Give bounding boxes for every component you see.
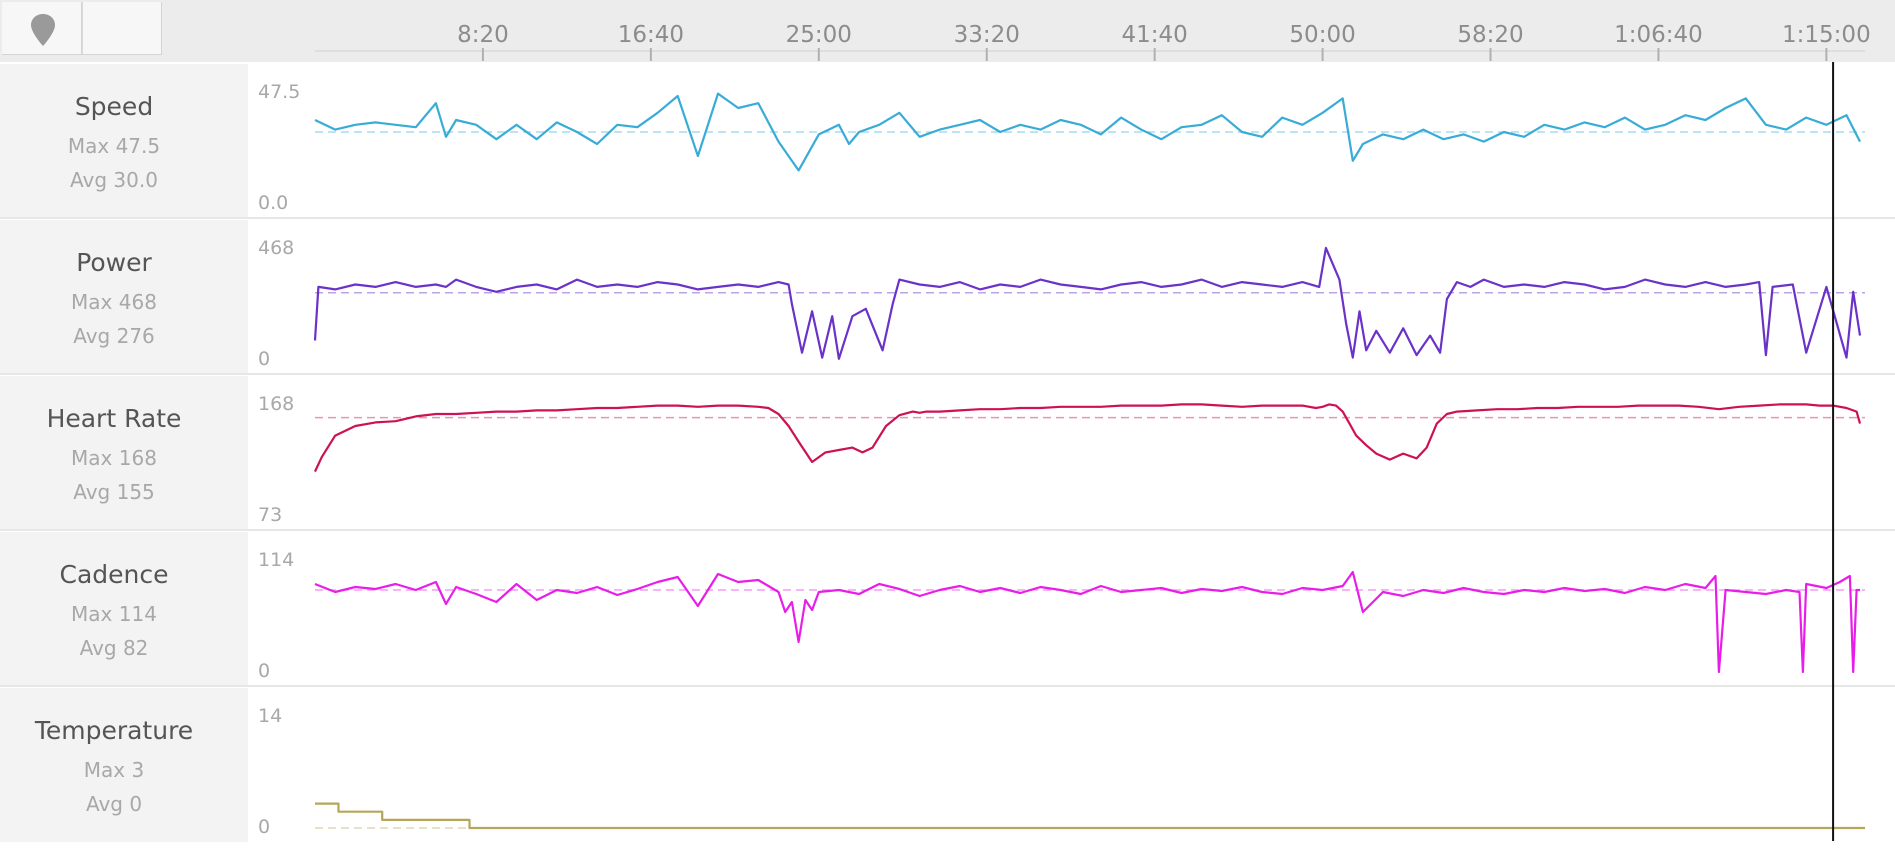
panel-divider — [0, 529, 1895, 531]
panel-max: Max 168 — [71, 446, 157, 470]
series-line — [314, 92, 1861, 172]
plot-background — [248, 688, 1868, 841]
y-tick-label-max: 14 — [258, 705, 282, 727]
panel-name: Cadence — [59, 560, 169, 589]
y-tick-label-min: 0.0 — [258, 192, 288, 214]
panel-label-power: Power Max 468 Avg 276 — [0, 220, 248, 374]
panel-divider — [0, 217, 1895, 219]
y-tick-label-min: 73 — [258, 504, 282, 526]
panel-avg: Avg 155 — [73, 480, 155, 504]
map-pin-button[interactable] — [2, 2, 82, 55]
panel-divider — [0, 685, 1895, 687]
panel-divider — [0, 373, 1895, 375]
time-axis-tick-label: 1:15:00 — [1782, 22, 1871, 48]
panel-max: Max 47.5 — [67, 134, 161, 158]
panel-name: Power — [76, 248, 152, 277]
y-tick-label-min: 0 — [258, 348, 270, 370]
panel-plot-temperature: 14 0 — [248, 688, 1868, 841]
panel-plot-cadence: 114 0 — [248, 532, 1868, 685]
map-pin-icon — [31, 14, 55, 46]
series-line — [313, 246, 1862, 360]
plot-background — [248, 220, 1868, 373]
y-tick-label-max: 114 — [258, 549, 294, 571]
y-tick-label-max: 468 — [258, 237, 294, 259]
toolbar-button-blank[interactable] — [82, 2, 162, 55]
plot-background — [248, 376, 1868, 529]
panel-max: Max 114 — [71, 602, 157, 626]
series-line — [314, 403, 1862, 473]
time-axis-tick-label: 1:06:40 — [1614, 22, 1703, 48]
time-axis-tick-label: 41:40 — [1122, 22, 1188, 48]
y-tick-label-max: 168 — [258, 393, 294, 415]
panel-max: Max 468 — [71, 290, 157, 314]
panel-label-heart-rate: Heart Rate Max 168 Avg 155 — [0, 376, 248, 530]
y-tick-label-min: 0 — [258, 660, 270, 682]
time-axis-tick-label: 25:00 — [786, 22, 852, 48]
panel-avg: Avg 30.0 — [70, 168, 158, 192]
time-axis: 8:20 16:40 25:00 33:20 41:40 50:00 58:20 1:06:4… — [315, 22, 1871, 61]
panel-label-speed: Speed Max 47.5 Avg 30.0 — [0, 64, 248, 218]
time-axis-tick-label: 33:20 — [954, 22, 1020, 48]
y-tick-label-min: 0 — [258, 816, 270, 838]
time-axis-tick-label: 58:20 — [1457, 22, 1523, 48]
panel-label-temperature: Temperature Max 3 Avg 0 — [0, 688, 248, 842]
series-line — [314, 570, 1860, 674]
time-axis-tick-label: 16:40 — [618, 22, 684, 48]
plot-background — [248, 64, 1868, 217]
toolbar — [0, 0, 1895, 62]
series-line — [315, 802, 1865, 830]
panel-plot-speed: 47.5 0.0 — [248, 64, 1868, 217]
panel-avg: Avg 276 — [73, 324, 155, 348]
panel-name: Temperature — [34, 716, 194, 745]
time-axis-tick-label: 50:00 — [1289, 22, 1355, 48]
panel-name: Heart Rate — [46, 404, 182, 433]
panel-max: Max 3 — [83, 758, 145, 782]
panel-avg: Avg 0 — [85, 792, 143, 816]
panel-plot-power: 468 0 — [248, 220, 1868, 373]
plot-background — [248, 532, 1868, 685]
panel-name: Speed — [74, 92, 154, 121]
time-axis-tick-label: 8:20 — [457, 22, 509, 48]
panel-label-cadence: Cadence Max 114 Avg 82 — [0, 532, 248, 686]
panel-avg: Avg 82 — [79, 636, 149, 660]
panel-plot-heart-rate: 168 73 — [248, 376, 1868, 529]
y-tick-label-max: 47.5 — [258, 81, 300, 103]
